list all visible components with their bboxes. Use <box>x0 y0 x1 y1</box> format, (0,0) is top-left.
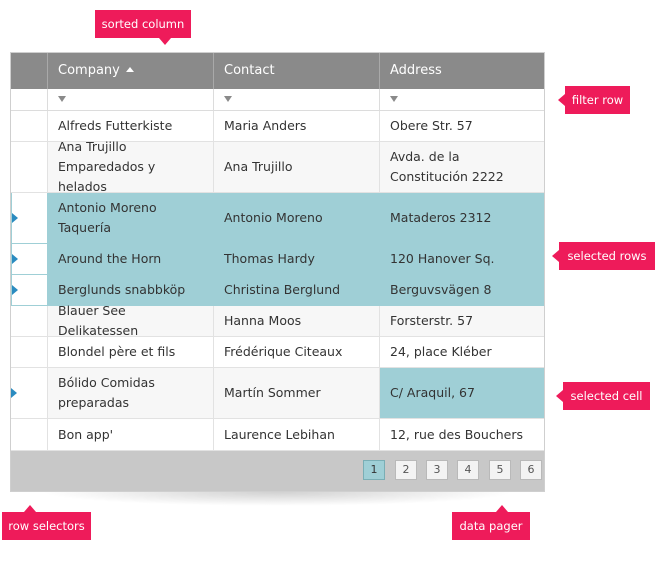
cell-address[interactable]: 24, place Kléber <box>379 337 544 367</box>
data-grid: Company Contact Address Alfreds Futterki… <box>10 52 545 492</box>
cell-contact[interactable]: Maria Anders <box>213 111 379 141</box>
cell-contact[interactable]: Laurence Lebihan <box>213 419 379 450</box>
table-row[interactable]: Bon app' Laurence Lebihan 12, rue des Bo… <box>11 419 544 451</box>
cell-company[interactable]: Ana Trujillo Emparedados y helados <box>47 139 213 194</box>
callout-pointer <box>159 38 171 45</box>
column-header-label: Contact <box>224 63 275 78</box>
filter-cell-company[interactable] <box>47 89 213 110</box>
table-row[interactable]: Bólido Comidas preparadas Martín Sommer … <box>11 368 544 419</box>
row-selector[interactable] <box>11 306 47 336</box>
table-row[interactable]: Alfreds Futterkiste Maria Anders Obere S… <box>11 111 544 142</box>
page-button-3[interactable]: 3 <box>426 460 448 480</box>
cell-company[interactable]: Blauer See Delikatessen <box>47 303 213 338</box>
row-indicator-icon <box>12 285 18 295</box>
table-row[interactable]: Berglunds snabbköp Christina Berglund Be… <box>11 275 544 306</box>
table-row[interactable]: Blauer See Delikatessen Hanna Moos Forst… <box>11 303 544 338</box>
data-pager: 1 2 3 4 5 6 <box>11 451 544 491</box>
cell-contact[interactable]: Antonio Moreno <box>213 193 379 243</box>
page-button-1[interactable]: 1 <box>363 460 385 480</box>
cell-address[interactable]: 120 Hanover Sq. <box>379 244 544 274</box>
row-indicator-icon <box>11 388 17 398</box>
callout-label: row selectors <box>8 519 85 533</box>
selected-cell-address[interactable]: C/ Araquil, 67 <box>379 368 544 418</box>
callout-label: filter row <box>571 93 624 107</box>
cell-address[interactable]: Berguvsvägen 8 <box>379 275 544 305</box>
row-indicator-icon <box>12 254 18 264</box>
page-button-6[interactable]: 6 <box>520 460 542 480</box>
table-row[interactable]: Around the Horn Thomas Hardy 120 Hanover… <box>11 244 544 275</box>
cell-contact[interactable]: Ana Trujillo <box>213 142 379 192</box>
callout-label: selected rows <box>567 249 647 263</box>
cell-contact[interactable]: Christina Berglund <box>213 275 379 305</box>
callout-pointer <box>558 94 565 106</box>
cell-address[interactable]: Obere Str. 57 <box>379 111 544 141</box>
filter-cell-contact[interactable] <box>213 89 379 110</box>
page-button-5[interactable]: 5 <box>489 460 511 480</box>
filter-row-selector-cell <box>11 89 47 110</box>
callout-pointer <box>556 390 563 402</box>
callout-row-selectors: row selectors <box>2 505 91 540</box>
row-selector[interactable] <box>11 142 47 192</box>
header-row-selector-cell <box>11 53 47 89</box>
callout-filter-row: filter row <box>558 86 630 114</box>
cell-company[interactable]: Bon app' <box>47 419 213 450</box>
filter-icon[interactable] <box>58 96 66 102</box>
cell-contact[interactable]: Martín Sommer <box>213 368 379 418</box>
page-button-4[interactable]: 4 <box>457 460 479 480</box>
column-header-address[interactable]: Address <box>379 53 544 89</box>
row-selector[interactable] <box>11 275 47 305</box>
cell-address[interactable]: Avda. de la Constitución 2222 <box>379 142 544 192</box>
callout-pointer <box>24 505 36 512</box>
row-selector[interactable] <box>11 337 47 367</box>
callout-selected-cell: selected cell <box>556 382 650 410</box>
column-header-company[interactable]: Company <box>47 53 213 89</box>
column-header-label: Address <box>390 63 442 78</box>
callout-pointer <box>552 250 559 262</box>
filter-icon[interactable] <box>390 96 398 102</box>
callout-pointer <box>496 505 508 512</box>
row-selector[interactable] <box>11 419 47 450</box>
page-button-2[interactable]: 2 <box>395 460 417 480</box>
callout-selected-rows: selected rows <box>552 242 655 270</box>
row-indicator-icon <box>12 213 18 223</box>
cell-contact[interactable]: Hanna Moos <box>213 306 379 336</box>
row-selector[interactable] <box>11 111 47 141</box>
cell-company[interactable]: Around the Horn <box>47 244 213 274</box>
cell-address[interactable]: 12, rue des Bouchers <box>379 419 544 450</box>
table-row[interactable]: Blondel père et fils Frédérique Citeaux … <box>11 337 544 368</box>
sort-ascending-icon <box>125 67 134 72</box>
filter-cell-address[interactable] <box>379 89 544 110</box>
column-header-contact[interactable]: Contact <box>213 53 379 89</box>
cell-company[interactable]: Alfreds Futterkiste <box>47 111 213 141</box>
table-row[interactable]: Ana Trujillo Emparedados y helados Ana T… <box>11 139 544 194</box>
callout-sorted-column: sorted column <box>95 10 191 45</box>
grid-header: Company Contact Address <box>11 53 544 89</box>
cell-company[interactable]: Blondel père et fils <box>47 337 213 367</box>
callout-label: selected cell <box>570 389 643 403</box>
filter-icon[interactable] <box>224 96 232 102</box>
filter-row <box>11 89 544 111</box>
callout-data-pager: data pager <box>452 505 530 540</box>
cell-address[interactable]: Mataderos 2312 <box>379 193 544 243</box>
cell-contact[interactable]: Frédérique Citeaux <box>213 337 379 367</box>
row-selector[interactable] <box>11 193 47 243</box>
table-row[interactable]: Antonio Moreno Taquería Antonio Moreno M… <box>11 193 544 244</box>
cell-company[interactable]: Bólido Comidas preparadas <box>47 368 213 418</box>
column-header-label: Company <box>58 63 120 78</box>
row-selector[interactable] <box>11 244 47 274</box>
cell-company[interactable]: Antonio Moreno Taquería <box>47 193 213 243</box>
callout-label: sorted column <box>101 17 185 31</box>
cell-company[interactable]: Berglunds snabbköp <box>47 275 213 305</box>
row-selector[interactable] <box>11 368 47 418</box>
callout-label: data pager <box>459 519 523 533</box>
cell-address[interactable]: Forsterstr. 57 <box>379 306 544 336</box>
cell-contact[interactable]: Thomas Hardy <box>213 244 379 274</box>
grid-shadow <box>40 492 515 506</box>
